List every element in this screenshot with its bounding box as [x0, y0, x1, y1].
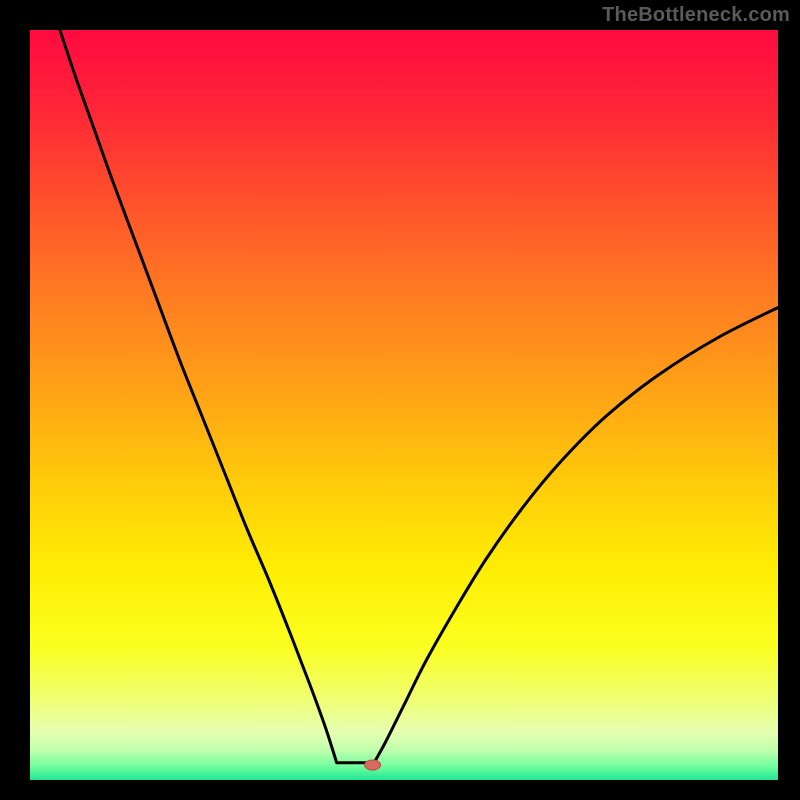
plot-background — [30, 30, 778, 780]
watermark-text: TheBottleneck.com — [602, 4, 790, 27]
bottleneck-chart — [0, 0, 800, 800]
optimal-point-marker — [365, 760, 381, 770]
chart-container: TheBottleneck.com — [0, 0, 800, 800]
